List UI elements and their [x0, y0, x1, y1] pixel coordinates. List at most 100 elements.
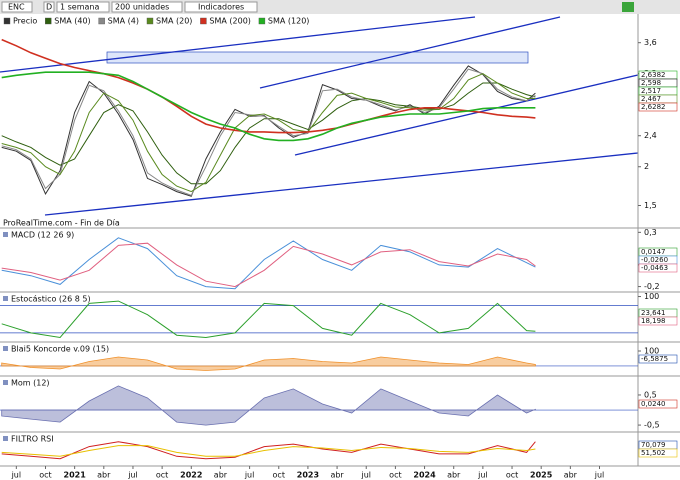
trend-line: [0, 16, 476, 73]
series-line: [1, 68, 536, 197]
x-tick-label: jul: [11, 471, 22, 480]
y-tick-label: -0,5: [644, 421, 660, 430]
legend-swatch: [3, 17, 11, 25]
panel-title: FILTRO RSI: [11, 435, 54, 444]
panel-title-icon: [3, 346, 8, 351]
period[interactable]: 1 semana: [60, 3, 99, 12]
x-tick-label: jul: [594, 471, 605, 480]
x-tick-label: oct: [273, 471, 285, 480]
x-tick-label: 2025: [530, 471, 553, 480]
trend-line: [259, 16, 561, 89]
value-tag: [638, 316, 678, 326]
watermark: ProRealTime.com - Fin de Día: [3, 219, 120, 228]
x-tick-label: jul: [477, 471, 488, 480]
x-tick-label: 2024: [413, 471, 436, 480]
x-tick-label: jul: [127, 471, 138, 480]
symbol[interactable]: ENC: [8, 3, 25, 12]
value-tag: [638, 263, 678, 273]
series-line: [1, 73, 536, 193]
series-line: [1, 38, 536, 134]
legend-label: Precio: [13, 17, 37, 26]
series-line: [1, 71, 536, 142]
panel-title: MACD (12 26 9): [11, 231, 74, 240]
value-tag: [638, 399, 678, 409]
legend-swatch: [200, 17, 207, 25]
value-tag: [638, 448, 678, 458]
y-tick-label: -0,2: [644, 282, 660, 291]
legend-label: SMA (4): [108, 17, 139, 26]
value-tag-label: 18,198: [641, 317, 666, 325]
value-tag-label: -0,0463: [641, 264, 668, 272]
y-tick-label: 3,6: [644, 38, 657, 47]
d-box[interactable]: [43, 1, 55, 13]
value-tag: [638, 354, 678, 364]
d-button[interactable]: D: [46, 3, 52, 12]
units[interactable]: 200 unidades: [115, 3, 169, 12]
indicators[interactable]: Indicadores: [198, 3, 244, 12]
trend-line: [294, 74, 639, 156]
value-tag: [638, 102, 678, 112]
series-line: [1, 242, 536, 288]
units-box[interactable]: [111, 1, 183, 13]
y-tick-label: 0,3: [644, 228, 657, 237]
x-tick-label: 2021: [64, 471, 87, 480]
series-line: [1, 82, 536, 185]
legend-swatch: [45, 17, 52, 25]
panel-title: Mom (12): [11, 379, 50, 388]
panel-title-icon: [3, 380, 8, 385]
x-tick-label: abr: [447, 471, 461, 480]
legend-label: SMA (120): [268, 17, 310, 26]
x-tick-label: oct: [39, 471, 51, 480]
value-tag-label: -6,5875: [641, 355, 668, 363]
value-tag-label: 0,0240: [641, 400, 666, 408]
panel-title-icon: [3, 232, 8, 237]
indicators-box[interactable]: [184, 1, 258, 13]
legend-label: SMA (20): [156, 17, 192, 26]
value-tag-label: -0,0260: [641, 256, 668, 264]
trend-line: [44, 152, 639, 216]
x-tick-label: abr: [97, 471, 111, 480]
panel-title: Blai5 Koncorde v.09 (15): [11, 345, 109, 354]
y-tick-label: 0,5: [644, 390, 657, 399]
value-tag-label: 2,517: [641, 87, 661, 95]
value-tag-label: 51,502: [641, 449, 666, 457]
refresh-icon[interactable]: [622, 2, 634, 12]
drawings: [0, 16, 639, 216]
legend-swatch: [98, 17, 105, 25]
x-tick-label: abr: [214, 471, 228, 480]
y-tick-label: 1,5: [644, 201, 657, 210]
x-tick-label: jul: [360, 471, 371, 480]
legend-label: SMA (200): [209, 17, 251, 26]
value-tag-label: 2,467: [641, 95, 661, 103]
area: [1, 356, 536, 371]
y-tick-label: 100: [644, 292, 659, 301]
area: [1, 385, 536, 426]
value-tag-label: 2,598: [641, 79, 661, 87]
series-line: [1, 441, 536, 460]
y-tick-label: 100: [644, 346, 659, 355]
x-tick-label: oct: [156, 471, 168, 480]
period-box[interactable]: [56, 1, 110, 13]
x-tick-label: jul: [244, 471, 255, 480]
x-tick-label: abr: [330, 471, 344, 480]
series-line: [1, 445, 536, 457]
y-tick-label: 2,4: [644, 131, 657, 140]
x-tick-label: 2023: [297, 471, 319, 480]
x-tick-label: 2022: [180, 471, 202, 480]
legend-label: SMA (40): [54, 17, 90, 26]
zone-rectangle: [106, 51, 529, 64]
y-tick-label: 2: [644, 162, 649, 171]
series-line: [1, 237, 536, 290]
x-tick-label: oct: [506, 471, 518, 480]
value-tag-label: 70,079: [641, 441, 666, 449]
panel-title-icon: [3, 296, 8, 301]
value-tag-label: 0,0147: [641, 248, 666, 256]
symbol-box[interactable]: [1, 1, 33, 13]
value-tag-label: 23,641: [641, 309, 666, 317]
value-tag-label: 2,6382: [641, 71, 666, 79]
panel-title-icon: [3, 436, 8, 441]
panel-title: Estocástico (26 8 5): [11, 295, 91, 304]
legend-swatch: [146, 17, 154, 25]
